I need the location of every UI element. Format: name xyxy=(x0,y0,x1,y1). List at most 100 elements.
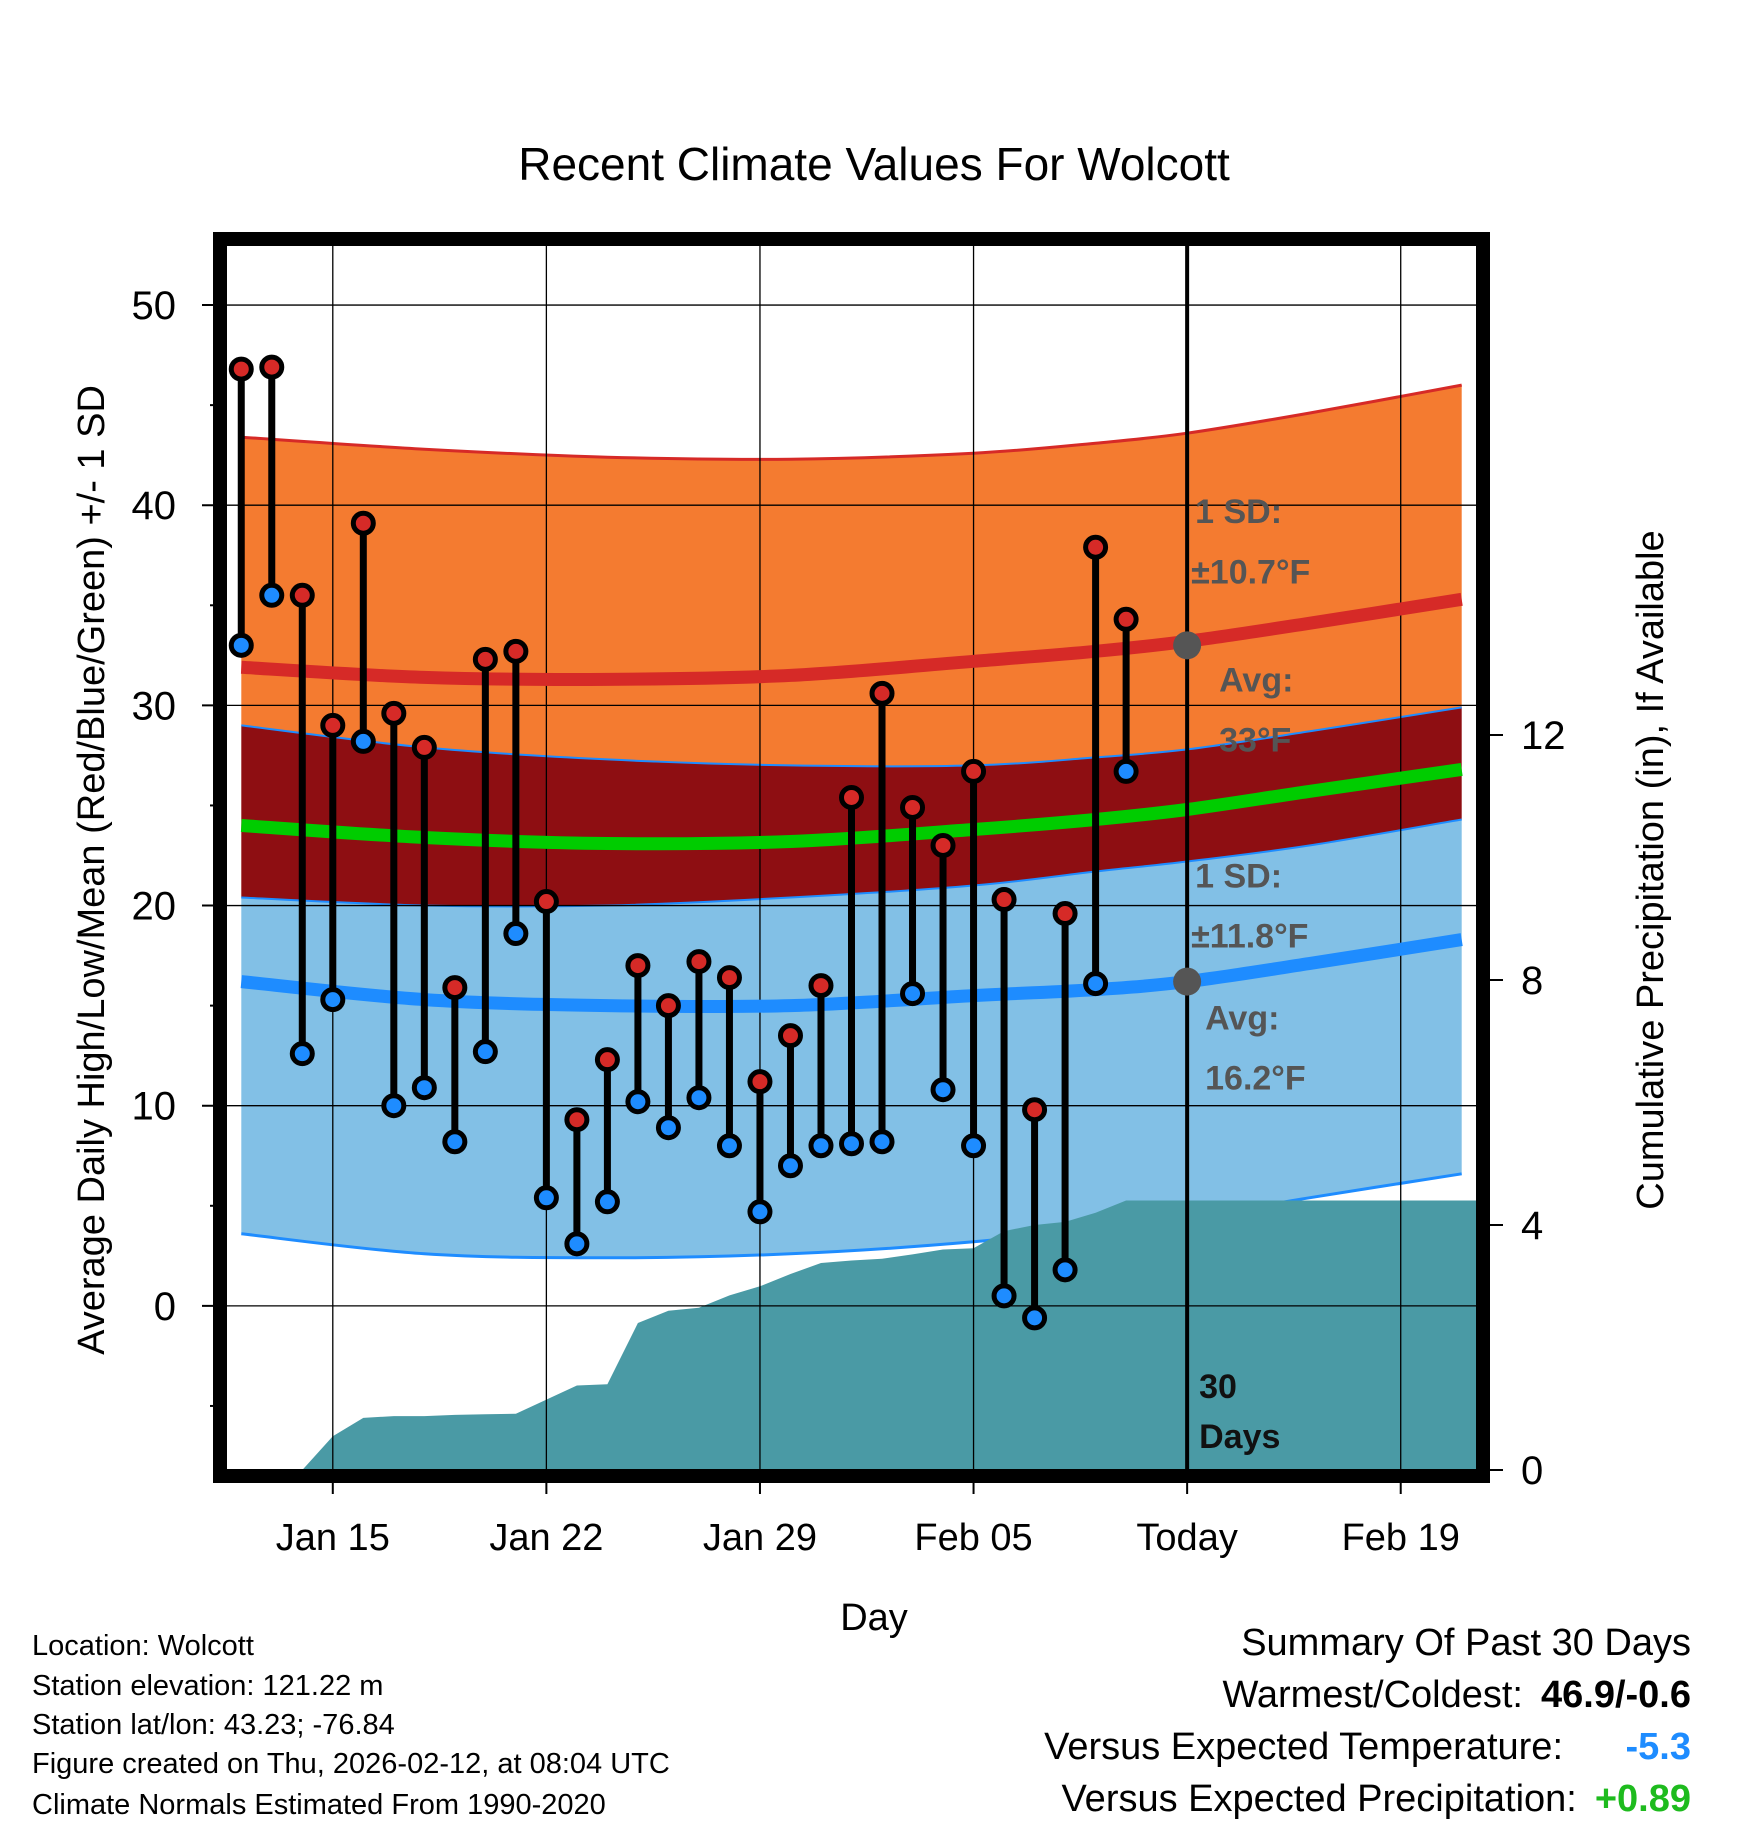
daily-high-point xyxy=(900,794,926,820)
low-avg-annotation-line1: Avg: xyxy=(1205,1000,1279,1038)
summary-warmest-label: Warmest/Coldest: xyxy=(1222,1674,1523,1716)
x-tick-label: Jan 15 xyxy=(276,1517,390,1559)
y-tick-label: 30 xyxy=(132,684,177,728)
daily-high-point xyxy=(991,887,1017,913)
low-sd-annotation-line1: 1 SD: xyxy=(1195,858,1282,896)
daily-low-point xyxy=(228,632,254,658)
daily-high-point xyxy=(716,965,742,991)
right-y-tick-label: 12 xyxy=(1521,714,1566,758)
daily-high-point xyxy=(777,1023,803,1049)
daily-low-point xyxy=(747,1199,773,1225)
plot-content xyxy=(226,245,1477,1470)
daily-low-point xyxy=(259,582,285,608)
daily-high-point xyxy=(869,680,895,706)
y-tick-label: 50 xyxy=(132,284,177,328)
plot-frame xyxy=(213,232,1490,1483)
high-avg-annotation-line1: Avg: xyxy=(1219,661,1293,699)
daily-low-point xyxy=(533,1185,559,1211)
daily-low-point xyxy=(411,1075,437,1101)
daily-high-point xyxy=(472,646,498,672)
summary-precip-row: Versus Expected Precipitation: +0.89 xyxy=(1061,1778,1691,1821)
daily-low-point xyxy=(1083,971,1109,997)
summary-temp-label: Versus Expected Temperature: xyxy=(1044,1726,1563,1768)
daily-high-point xyxy=(320,712,346,738)
daily-low-point xyxy=(350,728,376,754)
summary-precip-value: +0.89 xyxy=(1594,1778,1691,1820)
daily-high-point xyxy=(228,356,254,382)
daily-high-point xyxy=(1022,1097,1048,1123)
x-tick-label: Today xyxy=(1136,1517,1237,1559)
y-tick-label: 0 xyxy=(154,1285,176,1329)
right-y-tick-label: 4 xyxy=(1521,1204,1543,1248)
right-y-tick-label: 0 xyxy=(1521,1449,1543,1493)
daily-high-point xyxy=(625,953,651,979)
daily-low-point xyxy=(839,1131,864,1157)
x-tick-label: Jan 22 xyxy=(489,1517,603,1559)
daily-low-point xyxy=(777,1153,803,1179)
y-tick-label: 40 xyxy=(132,484,177,528)
avg-mean-line xyxy=(240,762,1463,851)
daily-low-point xyxy=(716,1133,742,1159)
daily-high-point xyxy=(961,758,987,784)
daily-high-point xyxy=(930,832,956,858)
chart-title: Recent Climate Values For Wolcott xyxy=(518,138,1230,190)
y-tick-label: 20 xyxy=(132,885,177,929)
daily-high-point xyxy=(503,638,529,664)
low-sd-annotation-line2: ±11.8°F xyxy=(1191,918,1308,956)
avg-low-line xyxy=(240,933,1463,1014)
daily-high-point xyxy=(747,1069,773,1095)
daily-low-point xyxy=(625,1089,651,1115)
x-tick-label: Jan 29 xyxy=(703,1517,817,1559)
summary-temp-value: -5.3 xyxy=(1625,1726,1691,1768)
daily-low-point xyxy=(503,921,529,947)
summary-warmest-value: 46.9/-0.6 xyxy=(1541,1674,1691,1716)
x-axis-label: Day xyxy=(840,1597,908,1639)
days-annotation-line1: 30 xyxy=(1199,1368,1237,1406)
x-tick-label: Feb 05 xyxy=(914,1517,1032,1559)
daily-low-point xyxy=(442,1129,468,1155)
daily-high-point xyxy=(839,784,864,810)
daily-low-point xyxy=(320,987,346,1013)
days-annotation-line2: Days xyxy=(1199,1418,1280,1456)
daily-low-point xyxy=(1052,1257,1078,1283)
daily-high-point xyxy=(1052,901,1078,927)
daily-low-point xyxy=(808,1133,834,1159)
daily-high-point xyxy=(381,700,407,726)
y-axis-label-right: Cumulative Precipitation (in), If Availa… xyxy=(1630,530,1672,1209)
high-sd-annotation-line1: 1 SD: xyxy=(1195,493,1282,531)
high-sd-upper-line xyxy=(241,383,1462,461)
info-elevation: Station elevation: 121.22 m xyxy=(32,1670,384,1702)
summary-title: Summary Of Past 30 Days xyxy=(1241,1622,1691,1664)
daily-high-point xyxy=(289,582,315,608)
daily-high-point xyxy=(533,889,559,915)
daily-high-point xyxy=(1113,606,1139,632)
daily-low-point xyxy=(900,981,926,1007)
summary-warmest-row: Warmest/Coldest: 46.9/-0.6 xyxy=(1222,1674,1691,1717)
daily-low-point xyxy=(1022,1305,1048,1331)
daily-low-point xyxy=(686,1085,712,1111)
daily-high-point xyxy=(259,354,285,380)
daily-low-point xyxy=(961,1133,987,1159)
info-normals: Climate Normals Estimated From 1990-2020 xyxy=(32,1789,606,1821)
y-axis-label-left: Average Daily High/Low/Mean (Red/Blue/Gr… xyxy=(71,385,113,1355)
daily-high-point xyxy=(411,734,437,760)
high-sd-annotation-line2: ±10.7°F xyxy=(1191,553,1310,591)
daily-high-point xyxy=(594,1047,620,1073)
daily-low-point xyxy=(472,1039,498,1065)
daily-low-point xyxy=(564,1231,590,1257)
daily-high-point xyxy=(1083,534,1109,560)
daily-low-point xyxy=(930,1077,956,1103)
daily-low-point xyxy=(381,1093,407,1119)
daily-high-point xyxy=(442,975,468,1001)
summary-temp-row: Versus Expected Temperature: -5.3 xyxy=(1044,1726,1691,1769)
daily-low-point xyxy=(991,1283,1017,1309)
today-low-avg-marker xyxy=(1173,967,1202,996)
high-sd-lower-line xyxy=(241,706,1462,768)
plot-area: 0 10 20 30 40 50 0 4 8 12 Jan 15 Jan 22 Jan 29 Feb 05… xyxy=(132,232,1566,1559)
today-high-avg-marker xyxy=(1173,631,1202,660)
precip-area xyxy=(241,1200,1477,1470)
daily-high-point xyxy=(808,973,834,999)
summary-precip-label: Versus Expected Precipitation: xyxy=(1061,1778,1577,1820)
high-avg-annotation-line2: 33°F xyxy=(1219,721,1291,759)
